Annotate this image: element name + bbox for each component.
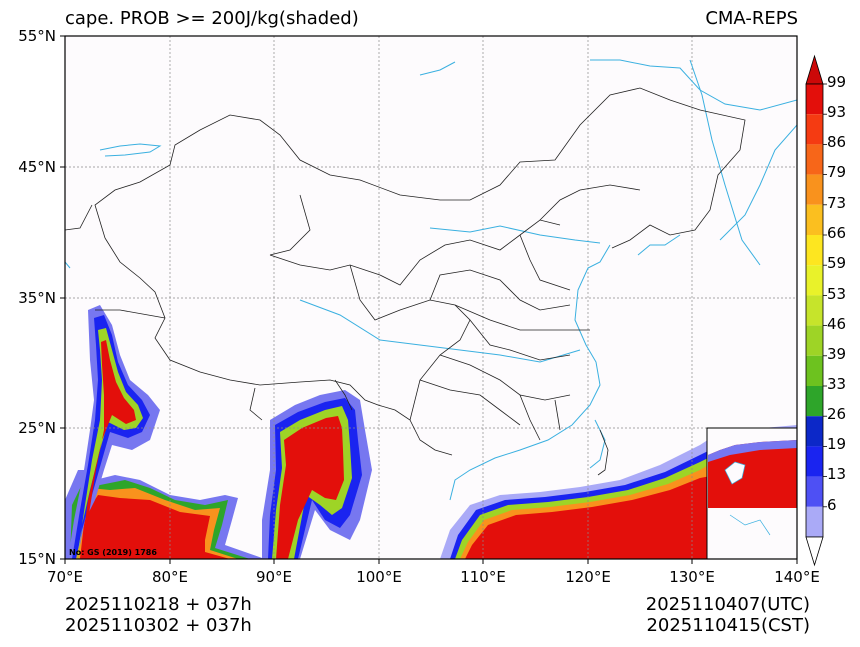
colorbar-swatch (806, 114, 823, 145)
colorbar-label: 79 (827, 163, 847, 181)
colorbar-swatch (806, 84, 823, 115)
borders (65, 87, 746, 476)
colorbar-swatch (806, 265, 823, 296)
lat-label-45: 45°N (18, 158, 56, 176)
colorbar-swatch (806, 355, 823, 386)
colorbar-swatch (806, 174, 823, 205)
lon-label-90: 90°E (255, 568, 293, 586)
colorbar-label: 39 (827, 345, 847, 363)
colorbar (805, 54, 827, 567)
colorbar-label: 33 (827, 375, 847, 393)
lon-label-100: 100°E (356, 568, 402, 586)
colorbar-swatch (806, 416, 823, 447)
colorbar-top-arrow (805, 54, 824, 85)
lat-label-35: 35°N (18, 289, 56, 307)
map-title: cape. PROB >= 200J/kg(shaded) (65, 8, 359, 29)
colorbar-label: 73 (827, 194, 847, 212)
colorbar-label: 46 (827, 315, 847, 333)
lon-label-140: 140°E (774, 568, 820, 586)
lat-label-25: 25°N (18, 419, 56, 437)
lon-label-120: 120°E (565, 568, 611, 586)
init-time-cst: 2025110302 + 037h (65, 615, 252, 636)
colorbar-label: 99 (827, 73, 847, 91)
colorbar-label: 13 (827, 465, 847, 483)
axis-ticks (60, 35, 798, 564)
map-approval-number: No: GS (2019) 1786 (69, 548, 157, 557)
colorbar-swatch (806, 295, 823, 326)
shaded-west-india (65, 470, 265, 559)
colorbar-swatch (806, 204, 823, 235)
colorbar-swatch (806, 235, 823, 266)
init-time-utc: 2025110218 + 037h (65, 594, 252, 615)
colorbar-label: 19 (827, 435, 847, 453)
lon-label-70: 70°E (46, 568, 84, 586)
colorbar-label: 66 (827, 224, 847, 242)
colorbar-swatch (806, 446, 823, 477)
lat-label-55: 55°N (18, 27, 56, 45)
colorbar-label: 59 (827, 254, 847, 272)
forecast-init-times: 2025110218 + 037h 2025110302 + 037h (65, 594, 252, 636)
valid-time-utc: 2025110407(UTC) (645, 594, 810, 615)
colorbar-swatch (806, 506, 823, 537)
valid-time-cst: 2025110415(CST) (646, 615, 810, 636)
inset-map (706, 427, 798, 560)
model-name: CMA-REPS (705, 8, 798, 29)
lon-label-110: 110°E (460, 568, 506, 586)
colorbar-swatch (806, 325, 823, 356)
colorbar-swatch (806, 386, 823, 417)
lon-label-80: 80°E (151, 568, 189, 586)
colorbar-bottom-arrow (805, 536, 824, 567)
shaded-pakistan (68, 305, 160, 559)
valid-times: 2025110407(UTC) 2025110415(CST) (646, 594, 810, 636)
colorbar-label: 86 (827, 133, 847, 151)
shaded-bengal-myanmar (262, 390, 372, 559)
colorbar-label: 6 (827, 496, 837, 514)
lat-label-15: 15°N (18, 550, 56, 568)
colorbar-label: 53 (827, 285, 847, 303)
colorbar-swatch (806, 476, 823, 507)
colorbar-label: 26 (827, 405, 847, 423)
colorbar-label: 93 (827, 103, 847, 121)
lon-label-130: 130°E (669, 568, 715, 586)
colorbar-swatch (806, 144, 823, 175)
